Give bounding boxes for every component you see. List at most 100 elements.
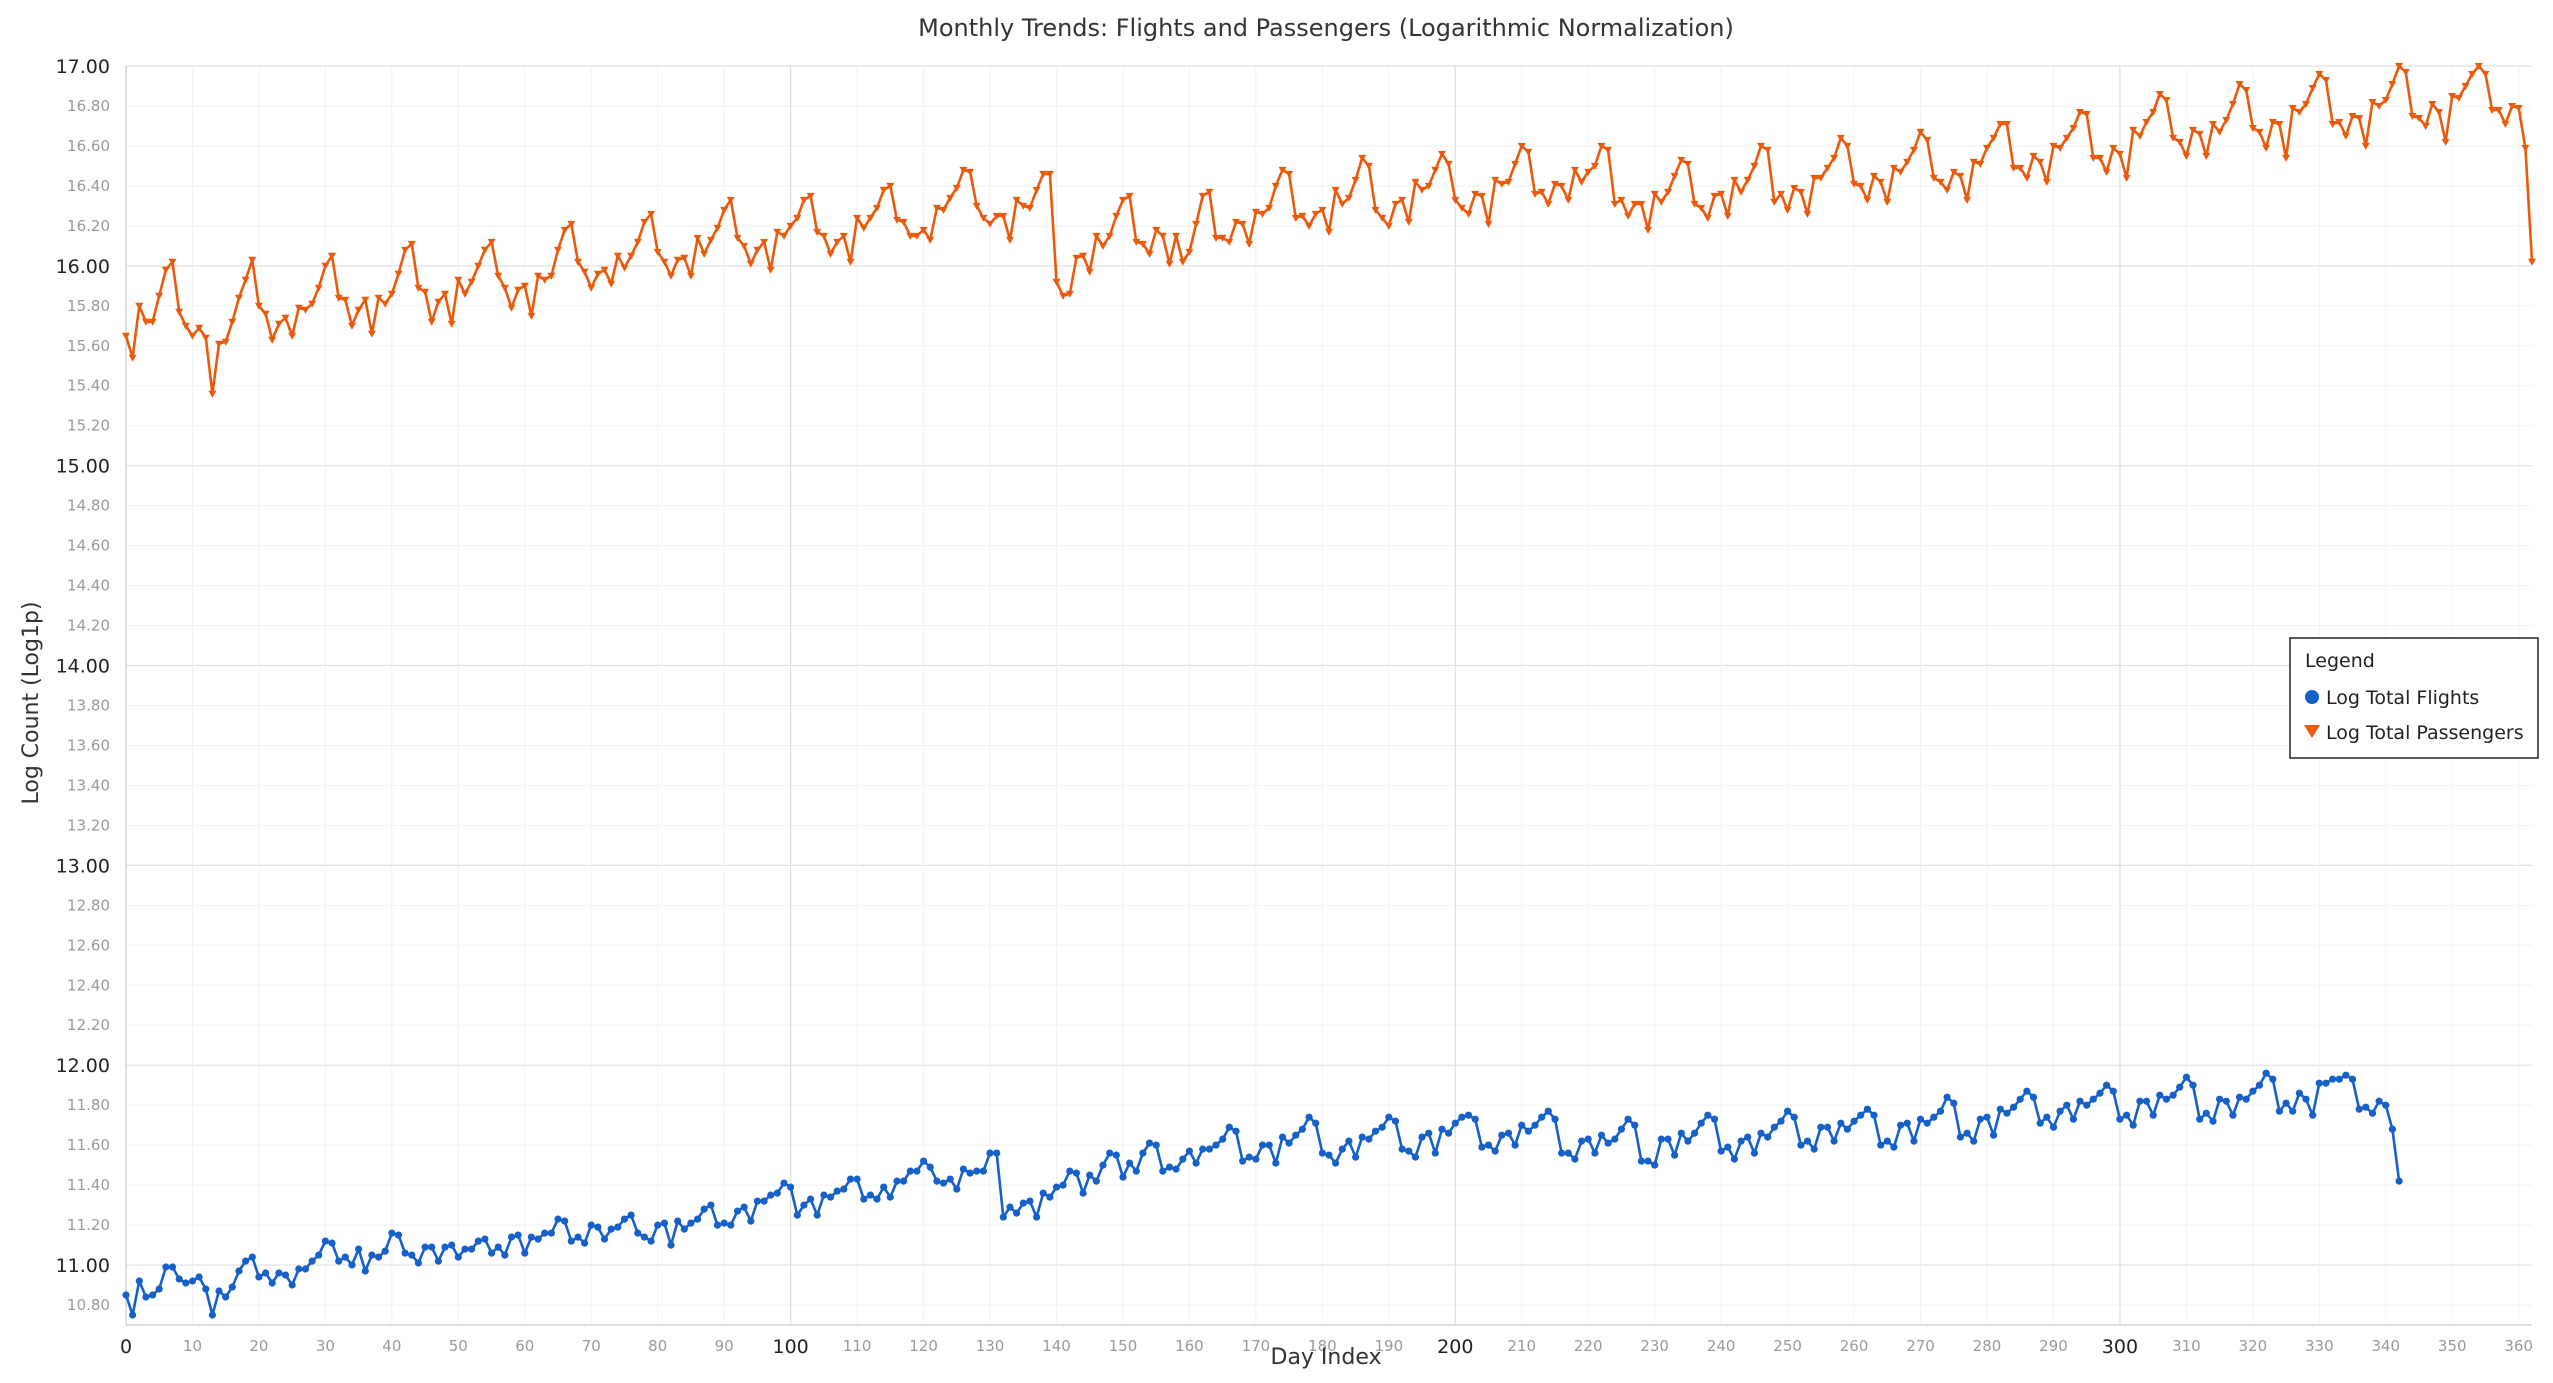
data-point [122,1291,130,1299]
data-point [1112,1151,1120,1159]
x-minor-tick-label: 310 [2172,1337,2201,1355]
data-point [587,284,596,292]
data-point [1025,204,1034,212]
data-point [1398,196,1407,204]
data-point [195,324,204,332]
data-point [607,280,616,288]
data-point [760,238,769,246]
data-point [560,226,569,234]
data-point [2182,152,2191,160]
data-point [627,1211,635,1219]
data-point [1703,214,1712,222]
data-point [773,228,782,236]
data-point [1126,1159,1134,1167]
y-minor-tick-label: 14.80 [67,497,110,515]
data-point [2189,1081,2197,1089]
data-point [1311,210,1320,218]
data-point [1517,142,1526,150]
data-point [375,1253,383,1261]
y-major-tick-label: 17.00 [56,56,110,78]
legend-passengers-label: Log Total Passengers [2326,722,2524,744]
data-point [1312,1119,1320,1127]
data-point [979,214,988,222]
data-point [1045,170,1054,178]
data-point [1597,142,1606,150]
data-point [2421,123,2430,130]
data-point [2468,71,2477,78]
data-point [2129,1121,2137,1129]
data-point [248,256,257,264]
data-point [1318,206,1327,214]
data-point [1970,1137,1978,1145]
data-point [268,1279,276,1287]
data-point [1245,1153,1253,1161]
data-point [1258,1141,1267,1149]
data-point [1797,1141,1805,1149]
data-point [899,218,908,226]
data-point [1557,182,1566,190]
data-point [2248,125,2257,132]
data-point [281,1271,290,1279]
data-point [614,1223,622,1231]
data-point [912,232,921,240]
data-point [1830,1137,1838,1145]
data-point [1504,1129,1513,1137]
data-point [2355,1105,2363,1113]
data-point [2115,150,2124,158]
data-point [407,240,416,248]
data-point [1657,1135,1665,1143]
x-major-tick-label: 100 [773,1336,809,1358]
data-point [1265,1141,1273,1149]
data-point [155,292,164,300]
data-point [2249,1087,2257,1095]
data-point [275,1269,283,1277]
data-point [2461,83,2470,90]
data-point [1690,200,1699,208]
data-point [1145,1139,1154,1147]
data-point [2056,1107,2064,1115]
y-minor-tick-label: 12.60 [67,936,110,954]
data-point [873,1195,881,1203]
data-point [341,1253,349,1261]
data-point [1079,252,1088,260]
data-point [1710,192,1719,200]
x-minor-tick-label: 50 [449,1337,468,1355]
data-point [1405,1147,1413,1155]
data-point [1584,168,1593,176]
data-point [1092,232,1101,240]
data-point [1664,1135,1672,1143]
y-major-tick-label: 11.00 [56,1255,110,1277]
data-point [168,1263,177,1271]
data-point [2269,1075,2277,1083]
data-point [1850,1117,1858,1125]
x-minor-tick-label: 180 [1308,1337,1337,1355]
data-point [1012,196,1021,204]
data-point [2368,1109,2377,1117]
data-point [321,1237,329,1245]
x-minor-tick-label: 110 [843,1337,872,1355]
data-point [520,282,529,290]
data-point [2036,158,2045,166]
data-point [1039,170,1048,178]
data-point [1345,1137,1353,1145]
data-point [2089,1095,2097,1103]
data-point [1192,1159,1200,1167]
data-point [394,1231,403,1239]
y-minor-tick-label: 13.40 [67,776,110,794]
data-point [1285,170,1294,178]
data-point [1936,1107,1945,1115]
data-point [1258,210,1267,218]
data-point [1783,206,1792,214]
x-minor-tick-label: 20 [249,1337,268,1355]
data-point [574,258,582,266]
data-point [2428,101,2437,108]
data-point [235,1267,243,1275]
data-point [2322,1079,2330,1087]
data-point [1205,188,1214,196]
data-point [1624,1115,1632,1123]
data-point [574,1233,582,1241]
data-point [694,1215,702,1223]
data-point [1292,1131,1300,1139]
data-point [813,1211,821,1219]
data-point [807,1195,815,1203]
